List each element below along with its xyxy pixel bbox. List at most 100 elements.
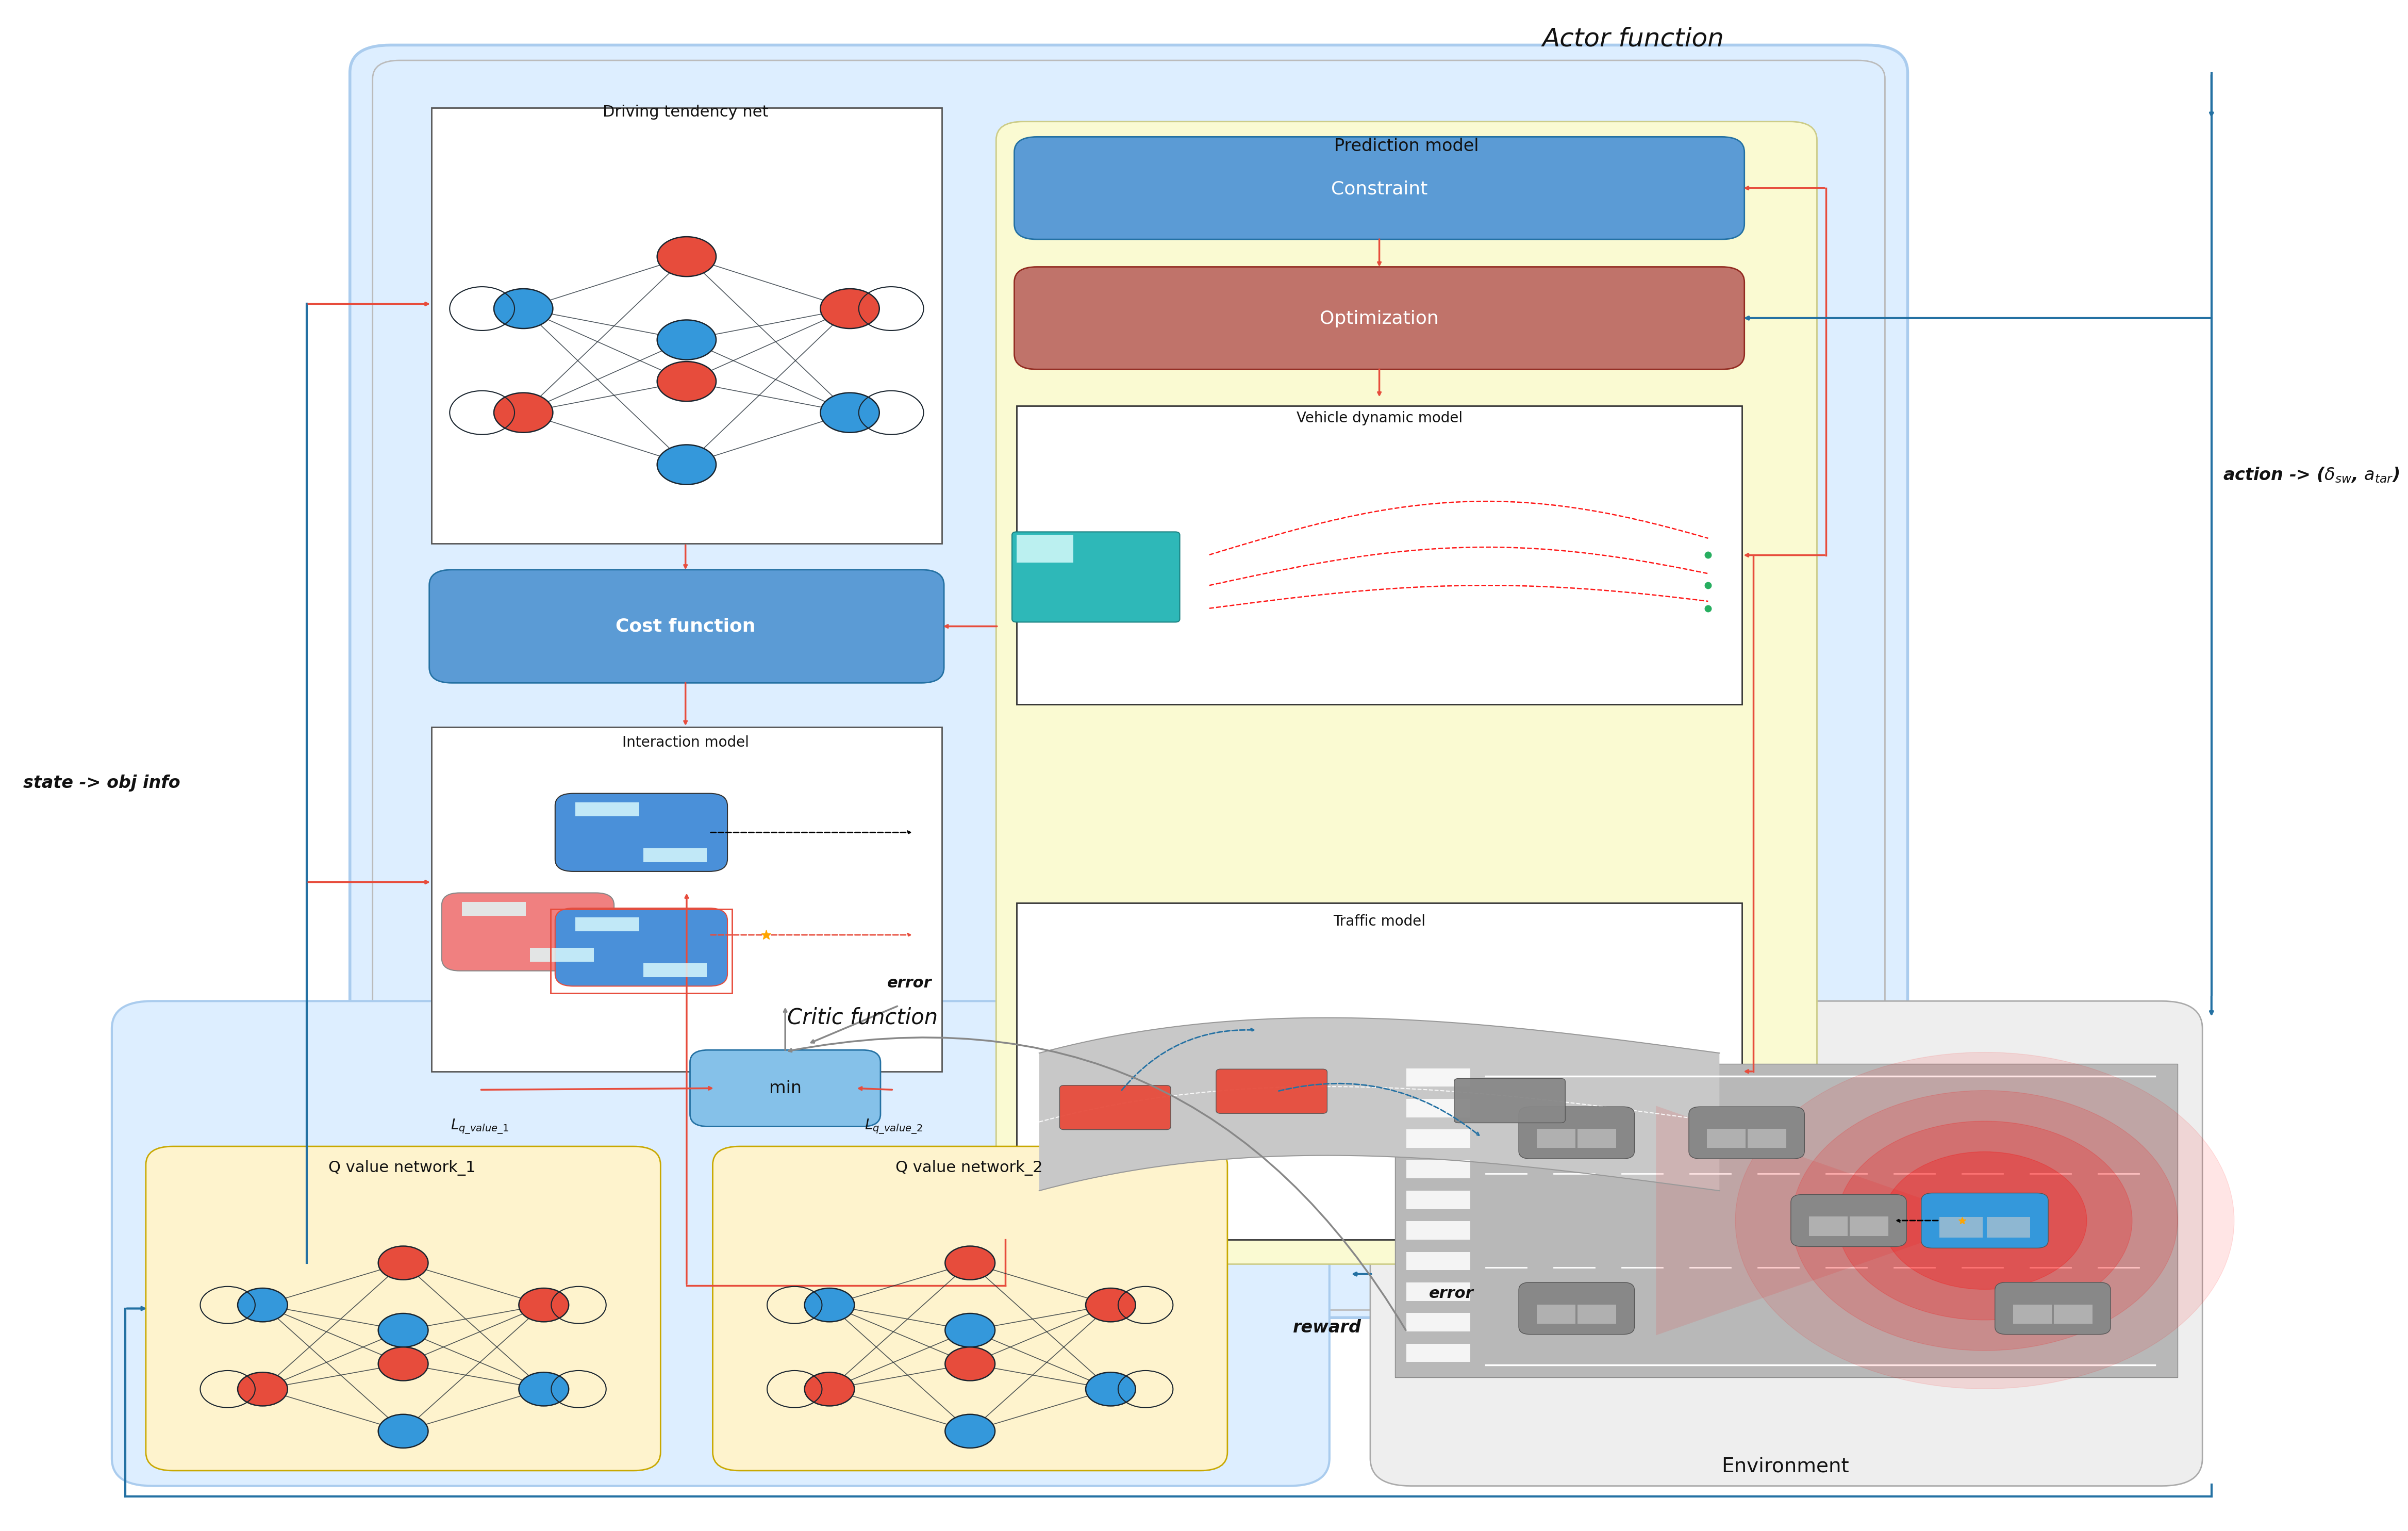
- Text: Critic function: Critic function: [787, 1007, 937, 1029]
- Bar: [1406, 1191, 1469, 1209]
- Circle shape: [657, 320, 715, 360]
- Circle shape: [494, 393, 554, 433]
- Text: Prediction model: Prediction model: [1334, 138, 1479, 155]
- Bar: [1808, 1217, 1847, 1236]
- Bar: [1536, 1128, 1575, 1148]
- Text: error: error: [1430, 1286, 1474, 1301]
- Bar: [2054, 1304, 2093, 1324]
- Circle shape: [944, 1246, 995, 1280]
- Circle shape: [1086, 1288, 1137, 1321]
- FancyBboxPatch shape: [1016, 406, 1741, 704]
- Polygon shape: [1657, 1105, 1984, 1335]
- Bar: [1406, 1344, 1469, 1363]
- Circle shape: [944, 1415, 995, 1448]
- Bar: [2013, 1304, 2052, 1324]
- Bar: [551, 909, 732, 994]
- Text: $L_{q\_value\_2}$: $L_{q\_value\_2}$: [864, 1118, 922, 1136]
- Circle shape: [804, 1372, 855, 1405]
- FancyBboxPatch shape: [1519, 1283, 1635, 1335]
- FancyBboxPatch shape: [1519, 1107, 1635, 1159]
- FancyBboxPatch shape: [1370, 1001, 2203, 1487]
- Circle shape: [804, 1288, 855, 1321]
- FancyBboxPatch shape: [349, 44, 1907, 1318]
- Polygon shape: [1040, 1018, 1719, 1191]
- Text: Traffic model: Traffic model: [1334, 914, 1426, 929]
- Circle shape: [657, 237, 715, 277]
- Bar: [576, 917, 638, 931]
- Circle shape: [944, 1347, 995, 1381]
- Bar: [462, 902, 525, 916]
- Circle shape: [1086, 1372, 1137, 1405]
- FancyBboxPatch shape: [441, 893, 614, 971]
- Circle shape: [378, 1347, 429, 1381]
- FancyBboxPatch shape: [429, 570, 944, 683]
- Bar: [1849, 1217, 1888, 1236]
- Text: Q value network_2: Q value network_2: [896, 1160, 1043, 1176]
- Bar: [1406, 1222, 1469, 1240]
- Bar: [1577, 1304, 1616, 1324]
- Circle shape: [657, 444, 715, 484]
- Circle shape: [378, 1314, 429, 1347]
- FancyBboxPatch shape: [1688, 1107, 1804, 1159]
- Circle shape: [518, 1372, 568, 1405]
- FancyBboxPatch shape: [1016, 903, 1741, 1240]
- Text: Interaction model: Interaction model: [621, 735, 749, 750]
- Text: Optimization: Optimization: [1320, 311, 1440, 328]
- Text: state -> obj info: state -> obj info: [24, 775, 181, 792]
- FancyBboxPatch shape: [147, 1147, 660, 1471]
- FancyBboxPatch shape: [1011, 531, 1180, 622]
- Bar: [643, 963, 708, 977]
- Bar: [1406, 1099, 1469, 1118]
- Bar: [1406, 1252, 1469, 1271]
- Text: Environment: Environment: [1722, 1456, 1849, 1476]
- Bar: [643, 848, 708, 862]
- Bar: [1748, 1128, 1787, 1148]
- Text: $L_{q\_value\_1}$: $L_{q\_value\_1}$: [450, 1118, 508, 1136]
- FancyBboxPatch shape: [1014, 266, 1743, 369]
- Circle shape: [238, 1372, 287, 1405]
- FancyBboxPatch shape: [1216, 1069, 1327, 1113]
- Text: Actor function: Actor function: [1541, 26, 1724, 52]
- Circle shape: [1883, 1151, 2088, 1289]
- Text: Q value network_1: Q value network_1: [327, 1160, 477, 1176]
- Bar: [1406, 1314, 1469, 1332]
- FancyBboxPatch shape: [111, 1001, 1329, 1487]
- Circle shape: [518, 1288, 568, 1321]
- Circle shape: [944, 1314, 995, 1347]
- FancyBboxPatch shape: [713, 1147, 1228, 1471]
- FancyBboxPatch shape: [1060, 1085, 1170, 1130]
- FancyBboxPatch shape: [431, 107, 942, 544]
- Circle shape: [238, 1288, 287, 1321]
- Text: error: error: [886, 975, 932, 991]
- Bar: [1016, 534, 1074, 562]
- FancyBboxPatch shape: [556, 793, 727, 871]
- Circle shape: [1736, 1052, 2235, 1389]
- FancyBboxPatch shape: [556, 908, 727, 986]
- Text: Constraint: Constraint: [1332, 181, 1428, 197]
- Bar: [1577, 1128, 1616, 1148]
- Circle shape: [821, 393, 879, 433]
- FancyBboxPatch shape: [431, 727, 942, 1072]
- FancyBboxPatch shape: [1792, 1194, 1907, 1246]
- Circle shape: [821, 289, 879, 329]
- FancyBboxPatch shape: [1454, 1078, 1565, 1122]
- Text: action -> ($\delta_{sw}$, $a_{tar}$): action -> ($\delta_{sw}$, $a_{tar}$): [2223, 465, 2398, 484]
- Circle shape: [494, 289, 554, 329]
- Text: reward: reward: [1293, 1320, 1361, 1337]
- Bar: [1987, 1217, 2030, 1237]
- Bar: [1707, 1128, 1746, 1148]
- Bar: [1406, 1283, 1469, 1301]
- Circle shape: [657, 361, 715, 401]
- Bar: [1938, 1217, 1982, 1237]
- Bar: [576, 802, 638, 816]
- FancyBboxPatch shape: [1014, 136, 1743, 239]
- Circle shape: [378, 1415, 429, 1448]
- Circle shape: [1792, 1090, 2177, 1350]
- Bar: [1406, 1130, 1469, 1148]
- Text: Driving tendency net: Driving tendency net: [602, 106, 768, 119]
- FancyBboxPatch shape: [691, 1050, 881, 1127]
- Bar: [530, 948, 595, 961]
- FancyBboxPatch shape: [997, 121, 1818, 1265]
- Text: Vehicle dynamic model: Vehicle dynamic model: [1296, 410, 1462, 426]
- FancyBboxPatch shape: [1394, 1064, 2177, 1378]
